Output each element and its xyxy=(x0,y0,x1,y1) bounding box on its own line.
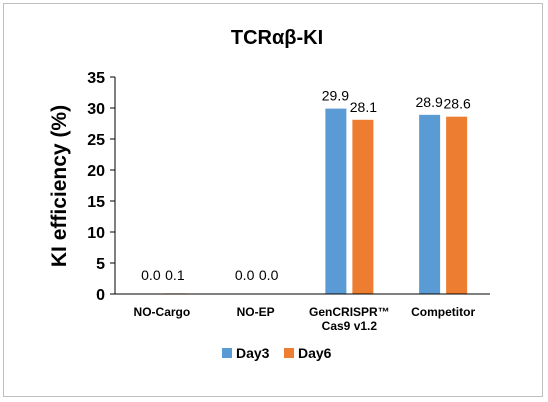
y-tick-label: 25 xyxy=(87,132,105,149)
bars-group xyxy=(164,108,468,295)
data-label-day6: 28.6 xyxy=(444,96,471,112)
legend: Day3 Day6 xyxy=(222,345,332,361)
data-label-day6: 0.1 xyxy=(165,267,185,283)
data-label-day6: 0.0 xyxy=(259,267,279,283)
y-tick-label: 35 xyxy=(87,70,105,87)
y-tick-label: 0 xyxy=(96,287,105,304)
bar-day3 xyxy=(419,114,441,294)
data-label-day6: 28.1 xyxy=(350,99,377,115)
legend-label-day6: Day6 xyxy=(298,345,332,361)
category-label: GenCRISPR™ xyxy=(309,305,390,319)
y-tick-label: 20 xyxy=(87,163,105,180)
data-labels-group: 0.0 0.1 0.0 0.029.928.1 28.9 28.6 xyxy=(141,88,471,283)
bar-day3 xyxy=(325,108,347,295)
category-label: NO-EP xyxy=(237,305,275,319)
category-label: Cas9 v1.2 xyxy=(322,319,378,333)
legend-swatch-day6 xyxy=(284,348,294,358)
data-label-day3: 0.0 xyxy=(235,267,255,283)
data-label-day3: 29.9 xyxy=(322,88,349,104)
chart-title: TCRαβ-KI xyxy=(231,27,323,49)
legend-swatch-day3 xyxy=(222,348,232,358)
y-tick-label: 15 xyxy=(87,194,105,211)
y-axis-label: KI efficiency (%) xyxy=(48,105,71,267)
y-tick-label: 10 xyxy=(87,225,105,242)
y-tick-label: 30 xyxy=(87,101,105,118)
legend-label-day3: Day3 xyxy=(236,345,270,361)
y-tick-label: 5 xyxy=(96,256,105,273)
data-label-day3: 28.9 xyxy=(416,94,443,110)
data-label-day3: 0.0 xyxy=(141,267,161,283)
bar-day6 xyxy=(352,119,374,294)
category-label: NO-Cargo xyxy=(134,305,191,319)
category-label: Competitor xyxy=(411,305,475,319)
bar-day6 xyxy=(446,116,468,295)
y-axis-ticks: 0 5 10 15 20 25 30 35 xyxy=(87,70,115,304)
